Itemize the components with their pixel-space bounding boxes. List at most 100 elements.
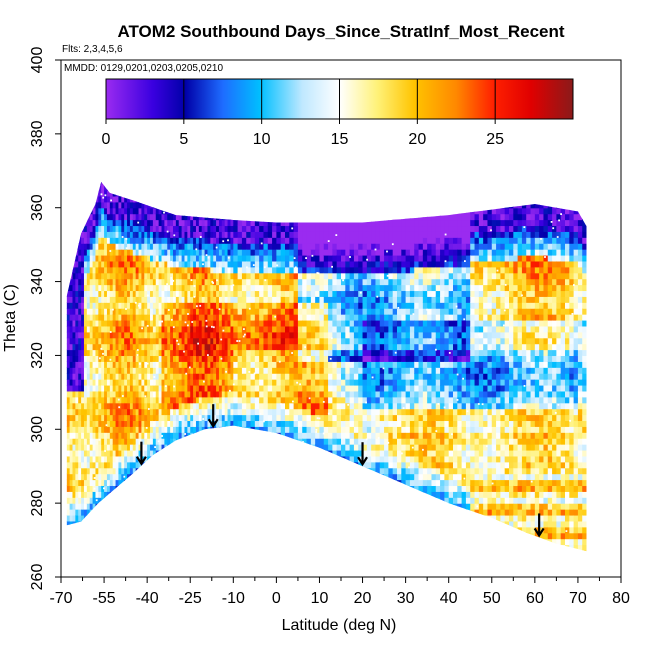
heat-cell [431, 402, 437, 410]
heat-cell [384, 213, 389, 221]
heat-cell [332, 355, 338, 362]
heat-cell [144, 438, 148, 445]
heat-cell [418, 361, 424, 368]
heat-cell [89, 272, 94, 280]
heat-cell [218, 207, 223, 215]
heat-cell [293, 284, 299, 292]
heat-cell [444, 331, 450, 339]
heat-cell [233, 314, 239, 321]
heat-cell [341, 355, 346, 362]
heat-cell [89, 231, 94, 238]
heat-cell [164, 219, 168, 227]
heat-cell [121, 225, 125, 232]
heat-cell [221, 337, 226, 345]
heat-cell [302, 384, 308, 392]
heat-cell [230, 420, 234, 427]
heat-cell [379, 207, 385, 215]
heat-cell [152, 213, 157, 221]
heat-cell [332, 449, 338, 457]
heat-cell [104, 361, 108, 368]
heat-cell [341, 213, 346, 221]
heat-cell [207, 243, 211, 250]
heat-cell [453, 325, 458, 333]
heat-cell [241, 290, 247, 297]
heat-cell [129, 225, 134, 232]
heat-cell [72, 426, 76, 433]
heat-cell [323, 213, 329, 221]
heat-cell [164, 432, 168, 439]
heat-cell [112, 367, 117, 374]
heat-cell [254, 225, 260, 232]
heat-cell [158, 367, 163, 374]
heat-cell [401, 237, 407, 244]
heat-cell [69, 367, 74, 374]
heat-cell [124, 444, 128, 451]
heat-cell [371, 213, 377, 221]
heat-cell [263, 438, 269, 445]
heat-cell [341, 325, 346, 333]
heat-cell [336, 290, 342, 297]
heat-cell [289, 319, 295, 327]
heat-cell [453, 337, 458, 345]
heat-cell [263, 231, 269, 238]
heat-cell [418, 373, 424, 380]
heat-cell [414, 302, 420, 309]
heat-cell [95, 367, 99, 374]
heat-cell [457, 384, 463, 392]
heat-cell [371, 254, 377, 262]
heat-cell [210, 296, 214, 303]
heat-cell [132, 438, 137, 445]
heat-cell [158, 219, 163, 227]
heat-cell [319, 361, 325, 368]
heat-cell [227, 225, 232, 232]
heat-cell [83, 497, 88, 504]
heat-cell [170, 349, 174, 357]
heat-cell [328, 254, 333, 262]
heat-cell [371, 349, 377, 357]
heat-cell [341, 219, 346, 227]
heat-cell [69, 337, 74, 345]
heat-cell [138, 278, 143, 286]
heat-cell [272, 420, 277, 427]
heat-cell [144, 254, 148, 262]
heat-cell [221, 396, 226, 404]
heat-cell [89, 325, 94, 333]
heat-cell [435, 455, 441, 463]
heat-cell [397, 461, 402, 469]
heat-cell [181, 432, 186, 439]
heat-cell [353, 438, 359, 445]
heat-cell [371, 455, 377, 463]
heat-cell [184, 319, 188, 327]
heat-cell [175, 325, 180, 333]
heat-cell [121, 290, 125, 297]
heat-cell [401, 438, 407, 445]
heat-cell [440, 243, 445, 250]
heat-cell [161, 249, 165, 256]
heat-cell [263, 426, 269, 433]
heat-cell [221, 308, 226, 315]
heat-cell [297, 384, 303, 392]
heat-cell [184, 231, 188, 238]
heat-cell [259, 373, 265, 380]
heat-cell [69, 302, 74, 309]
heat-cell [135, 243, 140, 250]
heat-cell [267, 331, 273, 339]
heat-cell [167, 237, 171, 244]
heat-cell [109, 302, 114, 309]
heat-cell [345, 254, 351, 262]
heat-cell [353, 225, 359, 232]
heat-cell [75, 390, 79, 398]
heat-cell [98, 384, 102, 392]
heat-cell [132, 414, 137, 422]
heat-cell [422, 473, 428, 481]
heat-cell [158, 201, 163, 209]
heat-cell [362, 461, 368, 469]
heat-cell [435, 319, 441, 327]
heat-cell [453, 296, 458, 303]
heat-cell [101, 189, 105, 197]
heat-cell [401, 225, 407, 232]
heat-cell [250, 432, 256, 439]
heat-cell [204, 314, 209, 321]
heat-cell [190, 296, 194, 303]
heat-cell [366, 402, 372, 410]
